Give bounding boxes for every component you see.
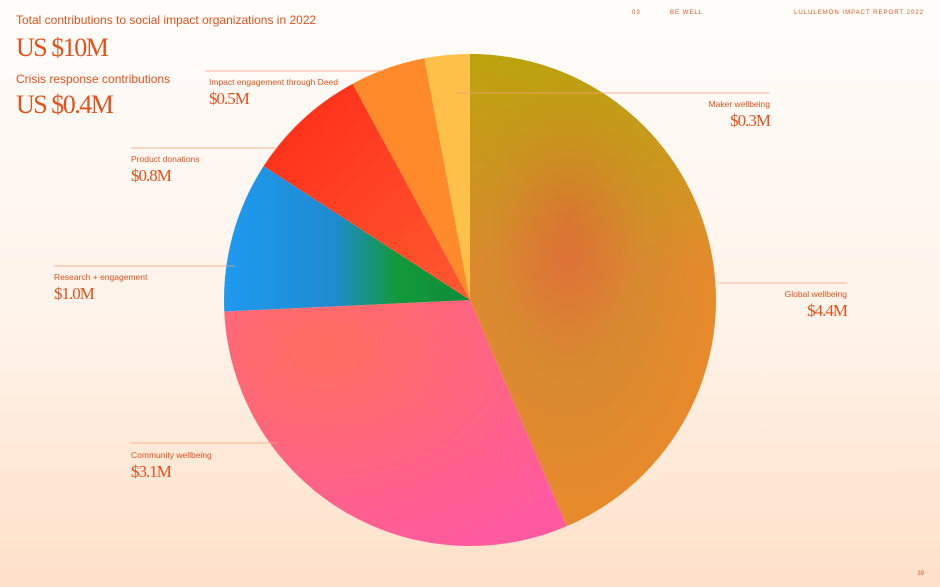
section-name: BE WELL (670, 10, 704, 16)
pie-slice-product-donations (263, 83, 470, 300)
pie-slice-maker-wellbeing (424, 54, 470, 300)
pie-slice-community-wellbeing (224, 300, 567, 546)
pie-slice-impact-engagement-through-deed (352, 58, 470, 300)
report-title: LULULEMON IMPACT REPORT 2022 (794, 10, 924, 16)
slice-value-product-donations: $0.8M (131, 166, 172, 185)
slice-value-community-wellbeing: $3.1M (131, 462, 172, 481)
pie-slice-global-wellbeing-shade (470, 54, 716, 527)
slice-label-product-donations: Product donations (131, 154, 200, 164)
slice-value-global-wellbeing: $4.4M (807, 301, 848, 320)
total-contributions-label: Total contributions to social impact org… (16, 13, 317, 27)
crisis-response-value: US $0.4M (16, 90, 114, 119)
slice-value-research-engagement: $1.0M (54, 284, 95, 303)
page-number: 39 (917, 571, 924, 577)
slice-label-impact-engagement: Impact engagement through Deed (209, 77, 339, 87)
total-contributions-value: US $10M (16, 33, 109, 62)
slice-label-global-wellbeing: Global wellbeing (784, 289, 847, 299)
slice-value-maker-wellbeing: $0.3M (730, 111, 771, 130)
slice-value-impact-engagement: $0.5M (209, 89, 250, 108)
slice-label-community-wellbeing: Community wellbeing (131, 450, 212, 460)
pie-slice-research-engagement (224, 166, 470, 312)
slice-label-maker-wellbeing: Maker wellbeing (708, 99, 770, 109)
section-number: 03 (632, 10, 641, 16)
slice-label-research-engagement: Research + engagement (54, 272, 148, 282)
crisis-response-label: Crisis response contributions (16, 72, 171, 86)
